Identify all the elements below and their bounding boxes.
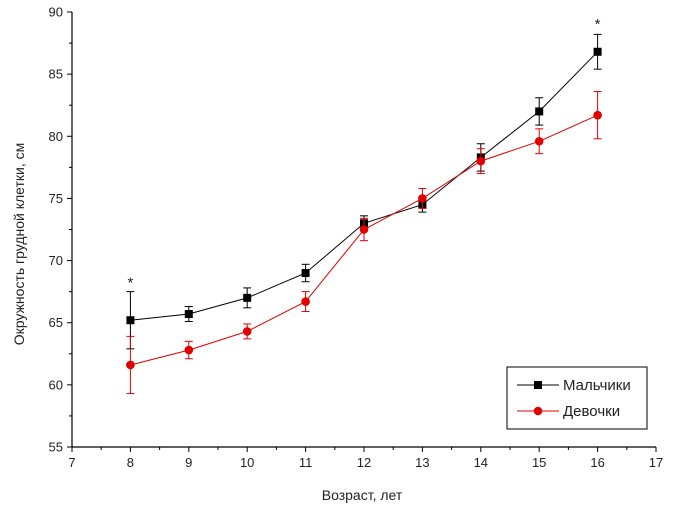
- x-tick-label: 17: [649, 455, 663, 470]
- y-axis-title: Окружность грудной клетки, см: [11, 143, 27, 345]
- data-point-boys: [593, 47, 602, 56]
- y-tick-label: 90: [49, 5, 63, 20]
- data-point-girls: [534, 136, 544, 146]
- data-point-boys: [243, 293, 252, 302]
- x-tick-label: 10: [240, 455, 254, 470]
- x-tick-label: 7: [68, 455, 75, 470]
- data-point-girls: [242, 327, 252, 336]
- x-axis-title: Возраст, лет: [322, 487, 403, 503]
- x-tick-label: 9: [185, 455, 192, 470]
- data-point-boys: [301, 269, 310, 277]
- y-tick-label: 85: [49, 67, 63, 82]
- data-point-girls: [359, 225, 369, 234]
- x-tick-label: 16: [590, 455, 604, 470]
- y-tick-label: 55: [49, 440, 63, 455]
- legend-marker-boys: [534, 381, 542, 389]
- x-tick-label: 12: [357, 455, 371, 470]
- data-point-girls: [184, 345, 194, 355]
- legend-box: [506, 366, 648, 430]
- data-point-boys: [184, 310, 193, 319]
- x-tick-label: 8: [127, 455, 134, 470]
- data-point-boys: [126, 316, 135, 325]
- x-tick-label: 13: [415, 455, 429, 470]
- data-point-girls: [301, 297, 310, 306]
- y-tick-label: 80: [49, 129, 63, 144]
- data-point-boys: [535, 107, 544, 116]
- plot-area: 7 8 9 10 11 12 13 14 15 16 17 55 60 65 70 75 80 85 90 * *: [49, 5, 664, 471]
- significance-marker: *: [127, 275, 133, 292]
- y-tick-label: 60: [49, 377, 63, 392]
- y-tick-label: 65: [49, 315, 63, 330]
- legend: Мальчики Девочки: [506, 366, 648, 430]
- significance-marker: *: [595, 16, 601, 33]
- legend-marker-girls: [533, 406, 543, 416]
- series-line-boys: [130, 51, 598, 321]
- legend-label-boys: Мальчики: [563, 377, 631, 394]
- data-point-girls: [476, 156, 486, 166]
- data-point-girls: [418, 194, 427, 203]
- data-point-girls: [593, 110, 602, 120]
- y-tick-label: 75: [49, 191, 63, 206]
- y-tick-label: 70: [49, 253, 63, 268]
- data-point-girls: [126, 360, 135, 370]
- x-tick-label: 14: [474, 455, 488, 470]
- x-tick-label: 11: [299, 455, 313, 470]
- x-tick-label: 15: [532, 455, 546, 470]
- legend-label-girls: Девочки: [563, 403, 620, 420]
